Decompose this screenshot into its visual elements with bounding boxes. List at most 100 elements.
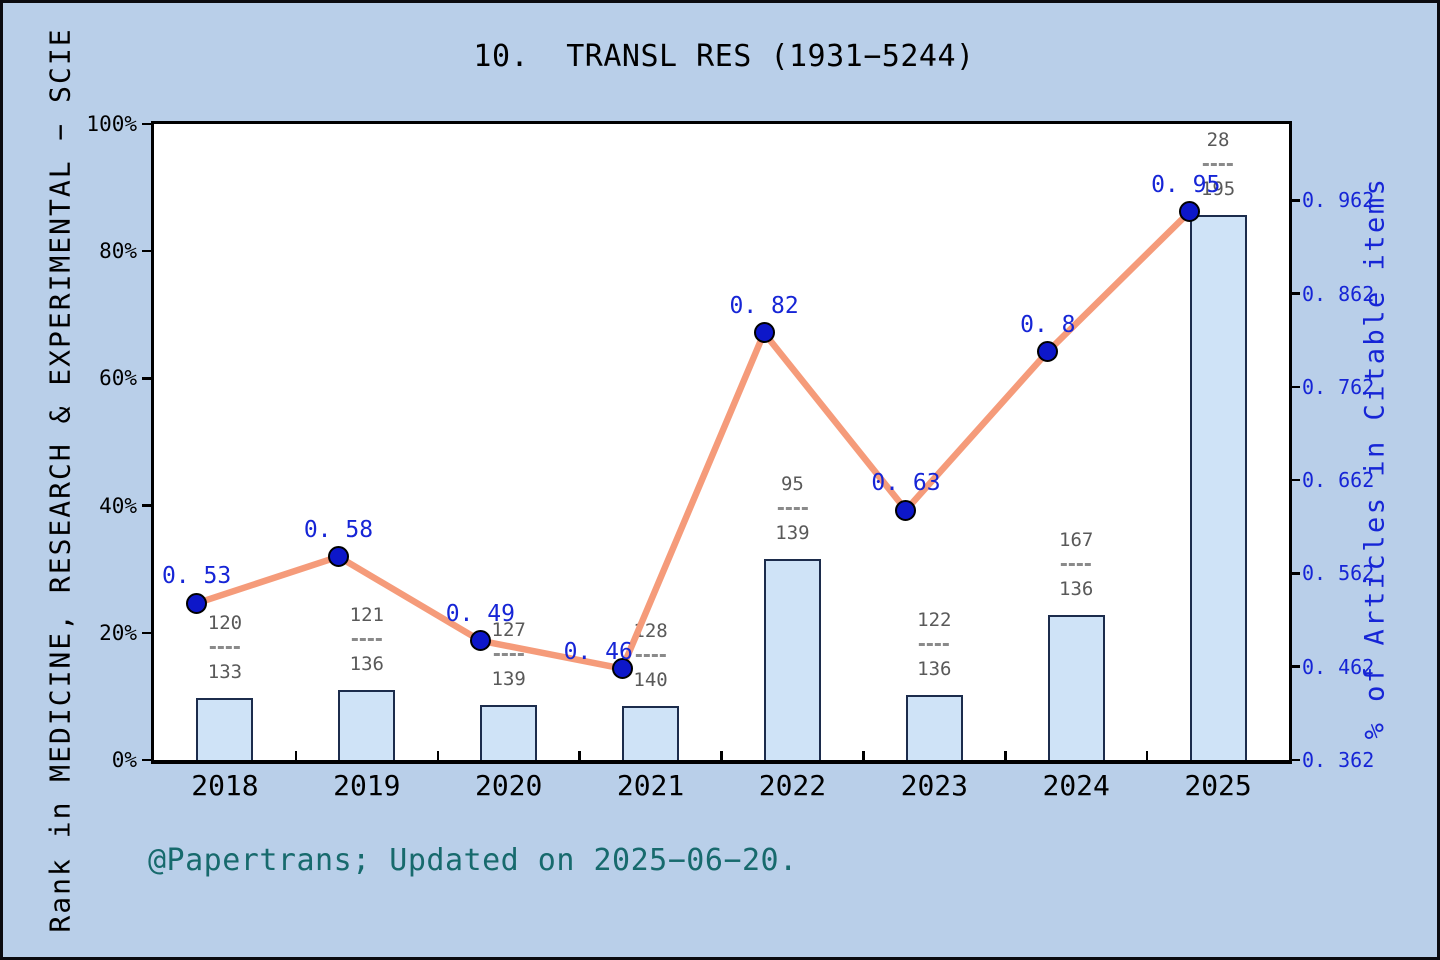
bar-2020: [480, 705, 538, 760]
fraction-numerator: 127: [491, 619, 526, 642]
right-tick-label-0.762: 0. 762: [1302, 374, 1375, 399]
fraction-denominator: 139: [491, 668, 526, 691]
right-axis-tick: [1292, 665, 1300, 668]
x-axis-tick: [862, 751, 865, 760]
year-label-2020: 2020: [474, 769, 543, 802]
trend-line: [193, 208, 1193, 672]
fraction-denominator: 136: [349, 652, 384, 675]
x-axis-tick: [436, 751, 439, 760]
point-value-label-2025: 0. 95: [1151, 171, 1221, 198]
right-axis-tick: [1292, 758, 1300, 762]
fraction-divider: [493, 653, 524, 657]
fraction-divider: [351, 637, 382, 641]
fraction-divider: [209, 645, 240, 649]
bar-2025: [1189, 215, 1247, 760]
point-value-label-2021: 0. 46: [563, 638, 633, 665]
left-axis-tick: [142, 758, 151, 762]
right-axis-tick: [1292, 199, 1300, 202]
left-axis-tick: [142, 122, 151, 126]
left-tick-label-100%: 100%: [86, 112, 137, 136]
fraction-denominator: 133: [207, 660, 243, 683]
x-axis-tick: [1004, 751, 1007, 760]
right-axis-tick: [1292, 478, 1300, 482]
data-point-2023: [895, 499, 917, 521]
x-axis-tick: [294, 751, 298, 760]
fraction-numerator: 167: [1059, 529, 1094, 552]
left-tick-label-80%: 80%: [99, 239, 137, 264]
fraction-denominator: 195: [1200, 178, 1236, 201]
bar-2019: [338, 689, 396, 760]
fraction-denominator: 136: [917, 657, 952, 680]
right-tick-label-0.562: 0. 562: [1302, 561, 1375, 586]
point-value-label-2018: 0. 53: [161, 563, 232, 590]
line-series-layer: [193, 208, 1193, 672]
year-label-2021: 2021: [616, 769, 685, 802]
data-point-2018: [186, 592, 208, 614]
x-axis-tick: [720, 751, 723, 760]
fraction-numerator: 95: [780, 472, 804, 495]
right-axis-tick: [1292, 292, 1300, 295]
point-value-label-2023: 0. 63: [871, 470, 941, 497]
left-axis-tick: [142, 504, 151, 507]
fraction-numerator: 121: [349, 603, 384, 626]
footer-note: @Papertrans; Updated on 2025−06−20.: [148, 843, 798, 878]
data-point-2019: [327, 546, 349, 568]
right-axis-tick: [1292, 572, 1300, 575]
year-label-2019: 2019: [333, 769, 401, 802]
fraction-label-2024: 167 136: [1059, 526, 1093, 603]
data-point-2024: [1037, 341, 1059, 363]
left-axis-tick: [142, 377, 151, 380]
fraction-denominator: 136: [1059, 578, 1094, 601]
fraction-label-2022: 95 139: [775, 470, 809, 547]
x-axis-tick: [1145, 751, 1149, 760]
data-point-2022: [753, 322, 775, 344]
point-value-label-2024: 0. 8: [1020, 311, 1076, 338]
fraction-divider: [777, 506, 808, 510]
x-axis-tick: [578, 751, 581, 760]
right-tick-label-0.362: 0. 362: [1302, 748, 1375, 772]
fraction-divider: [1203, 163, 1234, 167]
fraction-numerator: 122: [917, 608, 952, 631]
fraction-numerator: 28: [1206, 129, 1230, 152]
data-point-2025: [1179, 201, 1201, 223]
point-value-label-2020: 0. 49: [445, 600, 515, 627]
right-tick-label-0.462: 0. 462: [1302, 654, 1375, 679]
left-axis-title: Rank in MEDICINE, RESEARCH & EXPERIMENTA…: [43, 27, 77, 933]
left-axis-tick: [142, 631, 151, 635]
data-point-2020: [469, 630, 491, 652]
right-tick-label-0.862: 0. 862: [1302, 281, 1375, 306]
left-axis-tick: [142, 249, 151, 253]
left-tick-label-20%: 20%: [99, 620, 137, 645]
plot-area: 120 133 0. 53 121 136 0. 58 127 139 0. 49 128 140 0…: [151, 121, 1292, 764]
fraction-denominator: 139: [775, 521, 810, 544]
fraction-label-2023: 122 136: [917, 606, 951, 683]
fraction-denominator: 140: [633, 668, 668, 691]
left-tick-label-40%: 40%: [99, 493, 137, 518]
year-label-2023: 2023: [900, 769, 969, 802]
data-point-2021: [611, 658, 633, 680]
point-value-label-2022: 0. 82: [729, 292, 799, 319]
fraction-label-2020: 127 139: [492, 616, 526, 693]
chart-title: 10. TRANSL RES (1931−5244): [473, 39, 975, 74]
fraction-numerator: 120: [207, 611, 243, 634]
fraction-divider: [919, 642, 950, 646]
right-tick-label-0.662: 0. 662: [1302, 468, 1375, 493]
point-value-label-2019: 0. 58: [303, 516, 374, 543]
right-tick-label-0.962: 0. 962: [1302, 188, 1375, 213]
bar-2022: [763, 558, 821, 760]
year-label-2022: 2022: [758, 769, 827, 802]
bar-2024: [1047, 615, 1105, 760]
year-label-2018: 2018: [191, 769, 259, 802]
bar-2018: [196, 697, 254, 760]
fraction-label-2025: 28 195: [1201, 126, 1235, 203]
year-label-2024: 2024: [1042, 769, 1110, 802]
bar-2021: [622, 705, 680, 760]
bar-2023: [905, 694, 963, 760]
right-axis-tick: [1292, 385, 1300, 389]
fraction-label-2019: 121 136: [350, 601, 384, 678]
fraction-label-2018: 120 133: [208, 609, 242, 686]
fraction-divider: [1061, 563, 1092, 567]
left-tick-label-0%: 0%: [111, 748, 137, 772]
year-label-2025: 2025: [1184, 769, 1252, 802]
